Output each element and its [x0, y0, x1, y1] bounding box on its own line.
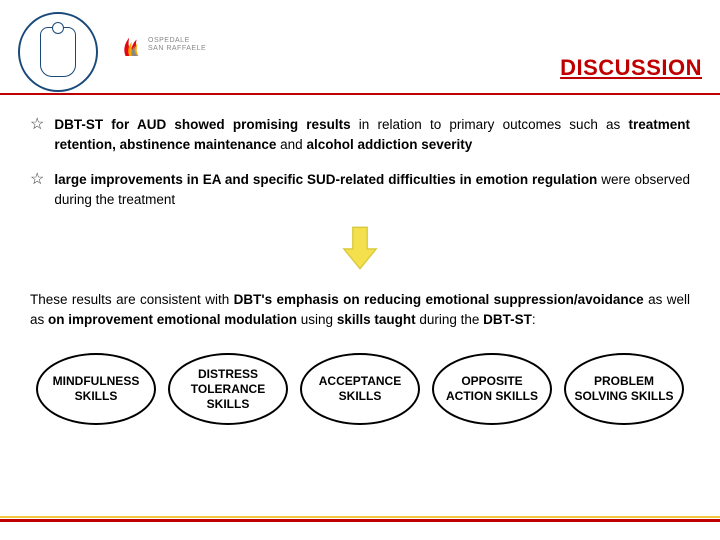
hospital-logo: OSPEDALE SAN RAFFAELE [120, 30, 206, 60]
skill-oval-mindfulness: MINDFULNESS SKILLS [36, 353, 156, 425]
star-icon: ☆ [30, 170, 44, 191]
skill-oval-acceptance: ACCEPTANCE SKILLS [300, 353, 420, 425]
skill-label: PROBLEM SOLVING SKILLS [574, 374, 674, 404]
bullet-item: ☆ large improvements in EA and specific … [30, 170, 690, 209]
slide-title: DISCUSSION [560, 55, 702, 81]
vitruvian-icon [40, 27, 76, 77]
university-logo [18, 12, 98, 92]
skill-oval-opposite: OPPOSITE ACTION SKILLS [432, 353, 552, 425]
arrow-container [30, 225, 690, 276]
skill-label: DISTRESS TOLERANCE SKILLS [178, 367, 278, 412]
slide-body: ☆ DBT-ST for AUD showed promising result… [0, 95, 720, 425]
arrow-down-icon [342, 225, 378, 271]
skill-label: ACCEPTANCE SKILLS [310, 374, 410, 404]
consistency-paragraph: These results are consistent with DBT's … [30, 290, 690, 329]
footer-divider [0, 516, 720, 522]
bullet-item: ☆ DBT-ST for AUD showed promising result… [30, 115, 690, 154]
skills-row: MINDFULNESS SKILLS DISTRESS TOLERANCE SK… [30, 353, 690, 425]
bullet-text-2: large improvements in EA and specific SU… [54, 170, 690, 209]
slide-container: OSPEDALE SAN RAFFAELE DISCUSSION ☆ DBT-S… [0, 0, 720, 540]
skill-label: OPPOSITE ACTION SKILLS [442, 374, 542, 404]
skill-oval-distress: DISTRESS TOLERANCE SKILLS [168, 353, 288, 425]
skill-oval-problem: PROBLEM SOLVING SKILLS [564, 353, 684, 425]
hospital-logo-text: OSPEDALE SAN RAFFAELE [148, 37, 206, 54]
slide-header: OSPEDALE SAN RAFFAELE DISCUSSION [0, 0, 720, 95]
skill-label: MINDFULNESS SKILLS [46, 374, 146, 404]
flame-icon [120, 30, 142, 60]
arrow-shape [344, 228, 376, 269]
star-icon: ☆ [30, 115, 44, 136]
hospital-name-line1: OSPEDALE [148, 37, 206, 45]
bullet-text-1: DBT-ST for AUD showed promising results … [54, 115, 690, 154]
hospital-name-line2: SAN RAFFAELE [148, 45, 206, 53]
